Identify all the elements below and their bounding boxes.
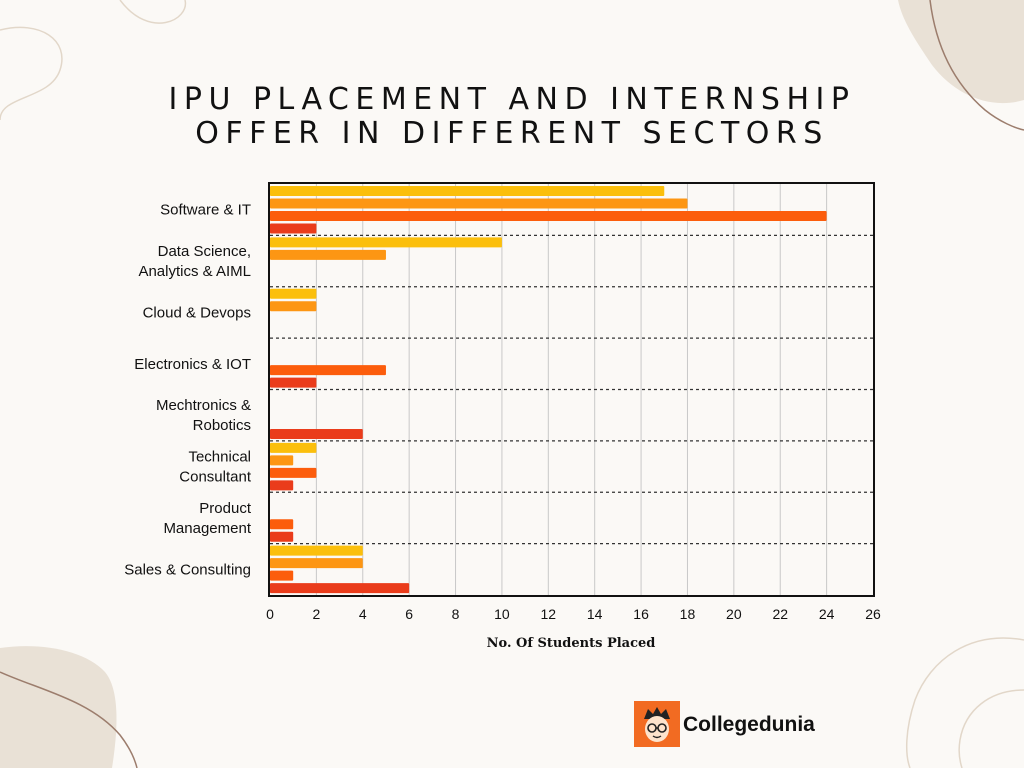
bar (270, 442, 317, 453)
bar (270, 211, 827, 221)
corner-blob-bottom-left (0, 646, 117, 768)
swirl-line-top-left-2 (119, 0, 187, 24)
category-label: Product (199, 500, 252, 517)
page-title-line-1: IPU PLACEMENT AND INTERNSHIP (168, 82, 856, 117)
x-tick-label: 12 (541, 606, 557, 622)
bar (270, 480, 294, 491)
x-tick-label: 4 (359, 606, 367, 622)
bar (270, 467, 317, 478)
category-label: Cloud & Devops (143, 304, 251, 321)
x-tick-label: 0 (266, 606, 274, 622)
collegedunia-logo (634, 701, 680, 747)
category-label: Electronics & IOT (134, 356, 251, 373)
swirl-line-bottom-left (0, 671, 138, 768)
x-tick-label: 14 (587, 606, 603, 622)
brand-name: Collegedunia (683, 713, 815, 736)
x-tick-label: 2 (312, 606, 320, 622)
category-label: Management (163, 520, 251, 537)
x-tick-label: 24 (819, 606, 835, 622)
grid-layer (270, 184, 873, 595)
bar (270, 288, 317, 299)
category-label: Analytics & AIML (138, 263, 251, 280)
x-tick-label: 26 (865, 606, 881, 622)
plot-frame (268, 182, 875, 597)
swirl-line-bottom-right-2 (958, 689, 1024, 768)
category-label: Technical (188, 449, 251, 466)
x-tick-label: 22 (772, 606, 788, 622)
swirl-line-bottom-right (905, 637, 1024, 768)
x-tick-label: 6 (405, 606, 413, 622)
bar (270, 570, 294, 581)
category-label: Data Science, (158, 243, 251, 260)
bar (270, 198, 688, 209)
mascot-hair (644, 707, 670, 719)
category-label: Mechtronics & (156, 397, 251, 414)
x-tick-label: 20 (726, 606, 742, 622)
x-axis-title: No. Of Students Placed (487, 636, 656, 651)
category-label: Robotics (193, 417, 251, 434)
bar (270, 545, 363, 556)
category-label: Software & IT (160, 202, 251, 219)
mascot-mouth (652, 735, 662, 739)
category-label: Consultant (179, 469, 252, 486)
bar (270, 249, 386, 260)
x-tick-label: 10 (494, 606, 510, 622)
bar (270, 237, 502, 248)
bar (270, 365, 386, 376)
bar (270, 429, 363, 439)
bar (270, 186, 665, 196)
page-title-line-2: OFFER IN DIFFERENT SECTORS (195, 116, 829, 151)
bar (270, 455, 294, 466)
swirl-line-top-left (0, 26, 63, 121)
corner-blob-top-right (898, 0, 1024, 104)
bar (270, 558, 363, 569)
x-tick-label: 16 (633, 606, 649, 622)
bar (270, 223, 317, 234)
bar (270, 519, 294, 530)
mascot-face (645, 716, 669, 742)
x-tick-label: 18 (680, 606, 696, 622)
swirl-line-top-right (929, 0, 1024, 131)
bar (270, 377, 317, 388)
x-tick-label: 8 (452, 606, 460, 622)
category-label: Sales & Consulting (124, 561, 251, 578)
bar (270, 301, 317, 312)
bar (270, 531, 294, 542)
bar-layer (270, 186, 827, 594)
bar (270, 583, 410, 594)
